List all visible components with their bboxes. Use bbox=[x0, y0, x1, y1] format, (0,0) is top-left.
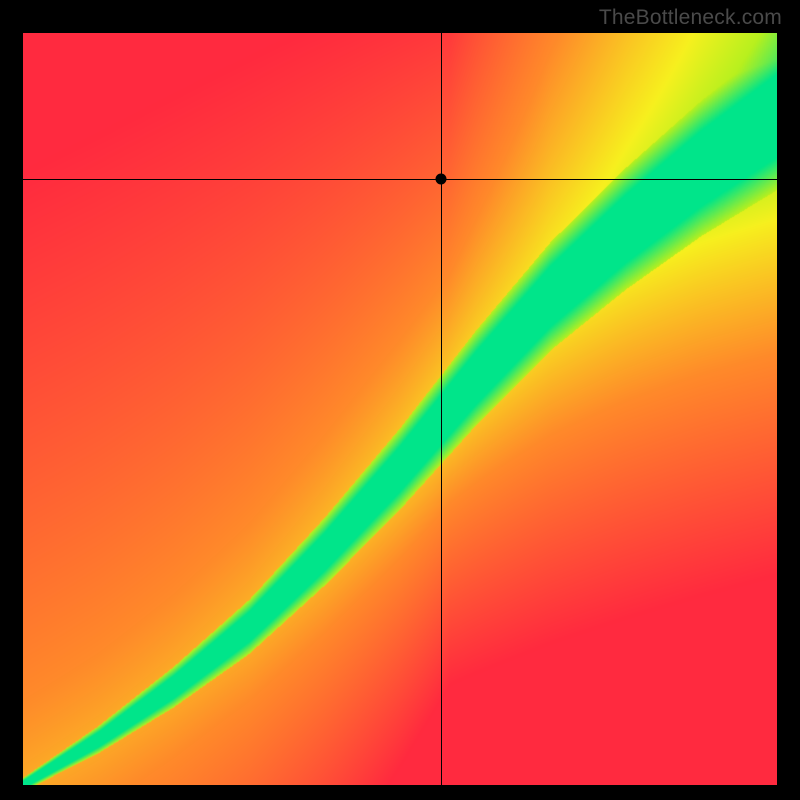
heatmap-plot bbox=[23, 33, 777, 785]
watermark-text: TheBottleneck.com bbox=[599, 6, 782, 30]
heatmap-canvas bbox=[23, 33, 777, 785]
